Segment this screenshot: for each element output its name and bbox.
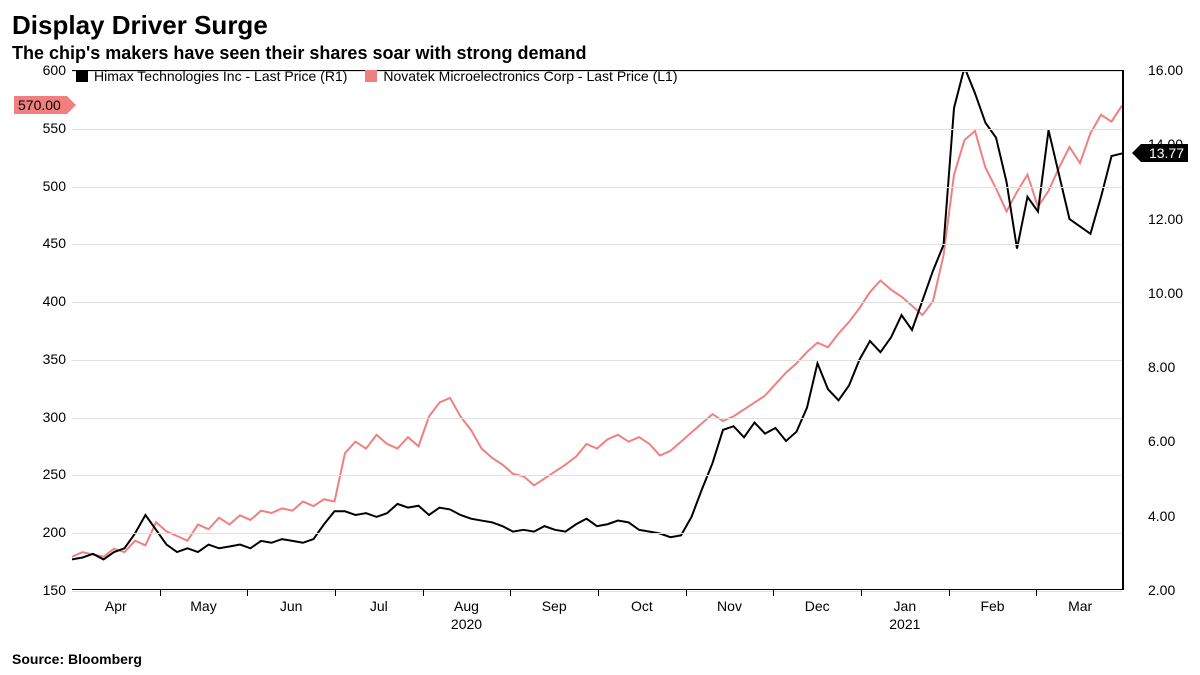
gridline xyxy=(72,187,1122,188)
right-axis-last-price-marker: 13.77 xyxy=(1141,144,1188,162)
x-tick-label: Dec xyxy=(805,598,830,614)
legend-label: Himax Technologies Inc - Last Price (R1) xyxy=(94,68,347,84)
gridline xyxy=(72,302,1122,303)
y-left-tick-label: 350 xyxy=(0,351,66,367)
left-axis-last-price-marker: 570.00 xyxy=(14,96,67,114)
x-tick xyxy=(335,590,336,596)
marker-left-value: 570.00 xyxy=(18,97,61,113)
y-right-tick-label: 10.00 xyxy=(1134,285,1200,301)
x-tick-label: Oct xyxy=(631,598,653,614)
x-tick-label: Feb xyxy=(980,598,1004,614)
x-tick xyxy=(949,590,950,596)
y-right-tick-label: 8.00 xyxy=(1134,359,1200,375)
x-tick-label: Mar xyxy=(1068,598,1092,614)
x-tick-label: Apr xyxy=(105,598,127,614)
series-himax xyxy=(72,71,1122,559)
y-left-tick-label: 500 xyxy=(0,178,66,194)
y-left-tick-label: 550 xyxy=(0,120,66,136)
gridline xyxy=(72,533,1122,534)
x-year-label: 2021 xyxy=(889,616,920,632)
y-right-tick-label: 4.00 xyxy=(1134,508,1200,524)
x-tick xyxy=(1036,590,1037,596)
x-tick xyxy=(598,590,599,596)
x-tick-label: Jan xyxy=(894,598,917,614)
y-left-tick-label: 150 xyxy=(0,582,66,598)
y-right-tick-label: 2.00 xyxy=(1134,582,1200,598)
y-right-tick-label: 16.00 xyxy=(1134,62,1200,78)
legend-swatch-icon xyxy=(76,70,88,82)
x-tick xyxy=(247,590,248,596)
legend-swatch-icon xyxy=(365,70,377,82)
x-tick-label: Nov xyxy=(717,598,742,614)
y-left-tick-label: 250 xyxy=(0,466,66,482)
y-left-tick-label: 400 xyxy=(0,293,66,309)
x-tick-label: Jun xyxy=(280,598,303,614)
y-right-tick-label: 12.00 xyxy=(1134,211,1200,227)
x-tick xyxy=(686,590,687,596)
x-tick xyxy=(160,590,161,596)
chart-svg xyxy=(72,71,1122,589)
marker-right-value: 13.77 xyxy=(1149,145,1184,161)
x-tick-label: Sep xyxy=(542,598,567,614)
x-tick-label: May xyxy=(190,598,216,614)
x-year-label: 2020 xyxy=(451,616,482,632)
gridline xyxy=(72,418,1122,419)
y-left-tick-label: 300 xyxy=(0,409,66,425)
legend-item-novatek: Novatek Microelectronics Corp - Last Pri… xyxy=(365,68,677,84)
y-left-tick-label: 600 xyxy=(0,62,66,78)
x-tick xyxy=(861,590,862,596)
x-axis: Apr May Jun Jul Aug Sep Oct Nov Dec Jan Feb Mar 2020… xyxy=(72,590,1124,640)
legend-label: Novatek Microelectronics Corp - Last Pri… xyxy=(383,68,677,84)
plot-area xyxy=(72,70,1124,590)
legend-item-himax: Himax Technologies Inc - Last Price (R1) xyxy=(76,68,347,84)
gridline xyxy=(72,360,1122,361)
series-novatek xyxy=(72,106,1122,557)
y-right-tick-label: 6.00 xyxy=(1134,433,1200,449)
chart-title: Display Driver Surge xyxy=(0,0,1200,43)
x-tick xyxy=(510,590,511,596)
legend: Himax Technologies Inc - Last Price (R1)… xyxy=(76,68,678,84)
source-attribution: Source: Bloomberg xyxy=(12,651,142,667)
gridline xyxy=(72,244,1122,245)
x-tick xyxy=(773,590,774,596)
gridline xyxy=(72,129,1122,130)
x-tick xyxy=(423,590,424,596)
gridline xyxy=(72,475,1122,476)
x-tick-label: Aug xyxy=(454,598,479,614)
x-tick-label: Jul xyxy=(370,598,388,614)
y-left-tick-label: 450 xyxy=(0,235,66,251)
chart-container: Himax Technologies Inc - Last Price (R1)… xyxy=(0,64,1200,644)
y-left-tick-label: 200 xyxy=(0,524,66,540)
